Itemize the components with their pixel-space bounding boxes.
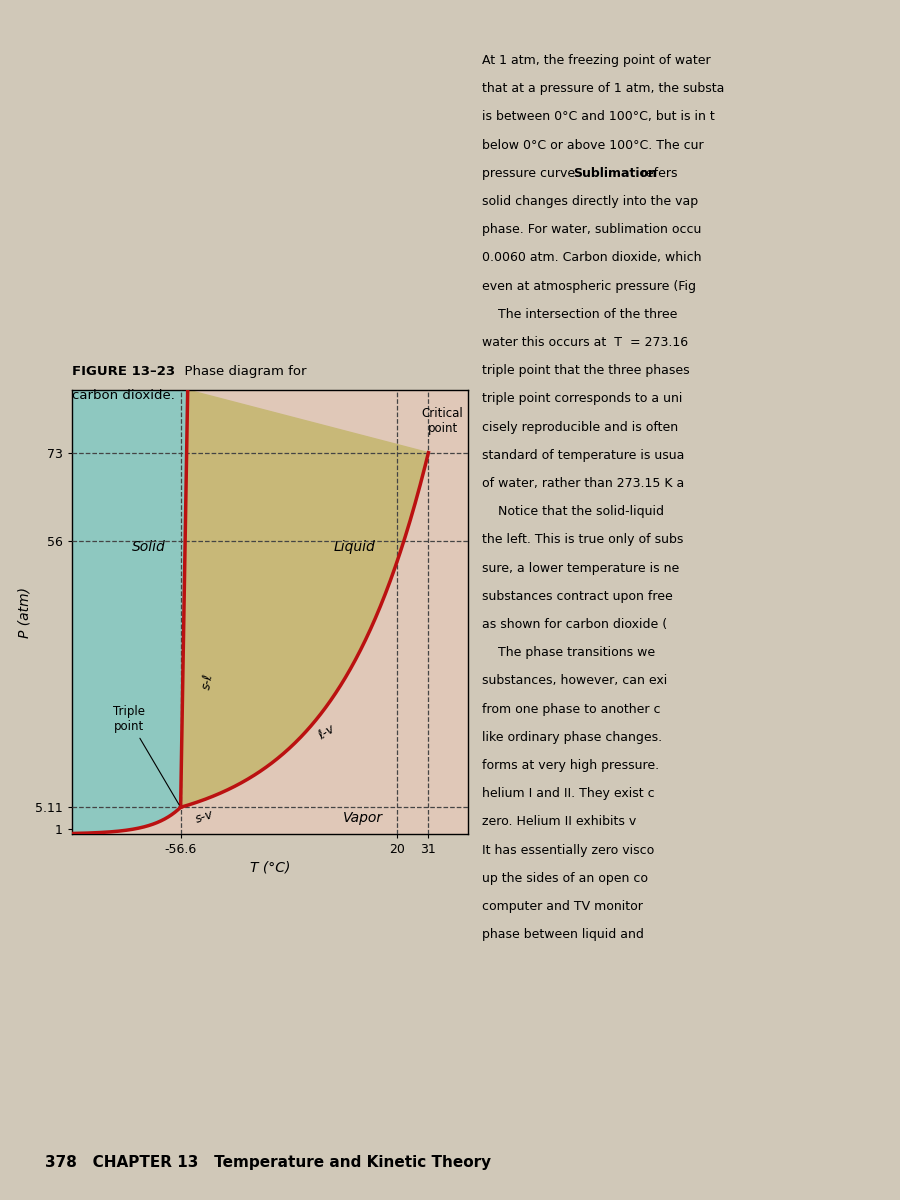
- Text: The phase transitions we: The phase transitions we: [482, 646, 654, 659]
- Text: cisely reproducible and is often: cisely reproducible and is often: [482, 420, 678, 433]
- Text: as shown for carbon dioxide (: as shown for carbon dioxide (: [482, 618, 667, 631]
- Text: ℓ-v: ℓ-v: [316, 722, 338, 743]
- Text: pressure curve.: pressure curve.: [482, 167, 587, 180]
- Text: phase. For water, sublimation occu: phase. For water, sublimation occu: [482, 223, 701, 236]
- Text: phase between liquid and: phase between liquid and: [482, 929, 644, 941]
- Text: It has essentially zero visco: It has essentially zero visco: [482, 844, 653, 857]
- Text: up the sides of an open co: up the sides of an open co: [482, 871, 647, 884]
- Text: from one phase to another c: from one phase to another c: [482, 702, 660, 715]
- Text: forms at very high pressure.: forms at very high pressure.: [482, 760, 659, 772]
- Text: Liquid: Liquid: [334, 540, 375, 553]
- Text: FIGURE 13–23: FIGURE 13–23: [72, 365, 176, 378]
- Text: solid changes directly into the vap: solid changes directly into the vap: [482, 196, 698, 208]
- Text: The intersection of the three: The intersection of the three: [482, 308, 677, 320]
- Polygon shape: [181, 390, 428, 808]
- Text: water this occurs at  T  = 273.16: water this occurs at T = 273.16: [482, 336, 688, 349]
- Text: even at atmospheric pressure (Fig: even at atmospheric pressure (Fig: [482, 280, 696, 293]
- Text: like ordinary phase changes.: like ordinary phase changes.: [482, 731, 662, 744]
- Text: 378   CHAPTER 13   Temperature and Kinetic Theory: 378 CHAPTER 13 Temperature and Kinetic T…: [45, 1154, 491, 1170]
- Text: s-ℓ: s-ℓ: [200, 673, 216, 691]
- Text: of water, rather than 273.15 K a: of water, rather than 273.15 K a: [482, 476, 684, 490]
- Text: refers: refers: [633, 167, 677, 180]
- Text: below 0°C or above 100°C. The cur: below 0°C or above 100°C. The cur: [482, 139, 703, 151]
- Text: s-v: s-v: [194, 808, 216, 826]
- Text: carbon dioxide.: carbon dioxide.: [72, 389, 175, 402]
- Text: triple point that the three phases: triple point that the three phases: [482, 365, 689, 377]
- Text: triple point corresponds to a uni: triple point corresponds to a uni: [482, 392, 682, 406]
- Text: At 1 atm, the freezing point of water: At 1 atm, the freezing point of water: [482, 54, 710, 67]
- Text: Sublimation: Sublimation: [573, 167, 657, 180]
- Text: substances contract upon free: substances contract upon free: [482, 590, 672, 602]
- Text: helium I and II. They exist c: helium I and II. They exist c: [482, 787, 654, 800]
- Text: Vapor: Vapor: [343, 811, 383, 826]
- X-axis label: T (°C): T (°C): [250, 860, 290, 874]
- Text: standard of temperature is usua: standard of temperature is usua: [482, 449, 684, 462]
- Text: Phase diagram for: Phase diagram for: [176, 365, 306, 378]
- Text: Critical
point: Critical point: [422, 407, 464, 436]
- Text: substances, however, can exi: substances, however, can exi: [482, 674, 667, 688]
- Text: Solid: Solid: [131, 540, 166, 553]
- Text: sure, a lower temperature is ne: sure, a lower temperature is ne: [482, 562, 679, 575]
- Text: zero. Helium II exhibits v: zero. Helium II exhibits v: [482, 816, 635, 828]
- Y-axis label: P (atm): P (atm): [17, 587, 32, 637]
- Text: Triple
point: Triple point: [112, 706, 179, 805]
- Polygon shape: [72, 390, 188, 834]
- Text: is between 0°C and 100°C, but is in t: is between 0°C and 100°C, but is in t: [482, 110, 715, 124]
- Text: the left. This is true only of subs: the left. This is true only of subs: [482, 533, 683, 546]
- Polygon shape: [72, 452, 468, 834]
- Text: Notice that the solid-liquid: Notice that the solid-liquid: [482, 505, 663, 518]
- Text: computer and TV monitor: computer and TV monitor: [482, 900, 643, 913]
- Text: 0.0060 atm. Carbon dioxide, which: 0.0060 atm. Carbon dioxide, which: [482, 251, 701, 264]
- Text: that at a pressure of 1 atm, the substa: that at a pressure of 1 atm, the substa: [482, 82, 724, 95]
